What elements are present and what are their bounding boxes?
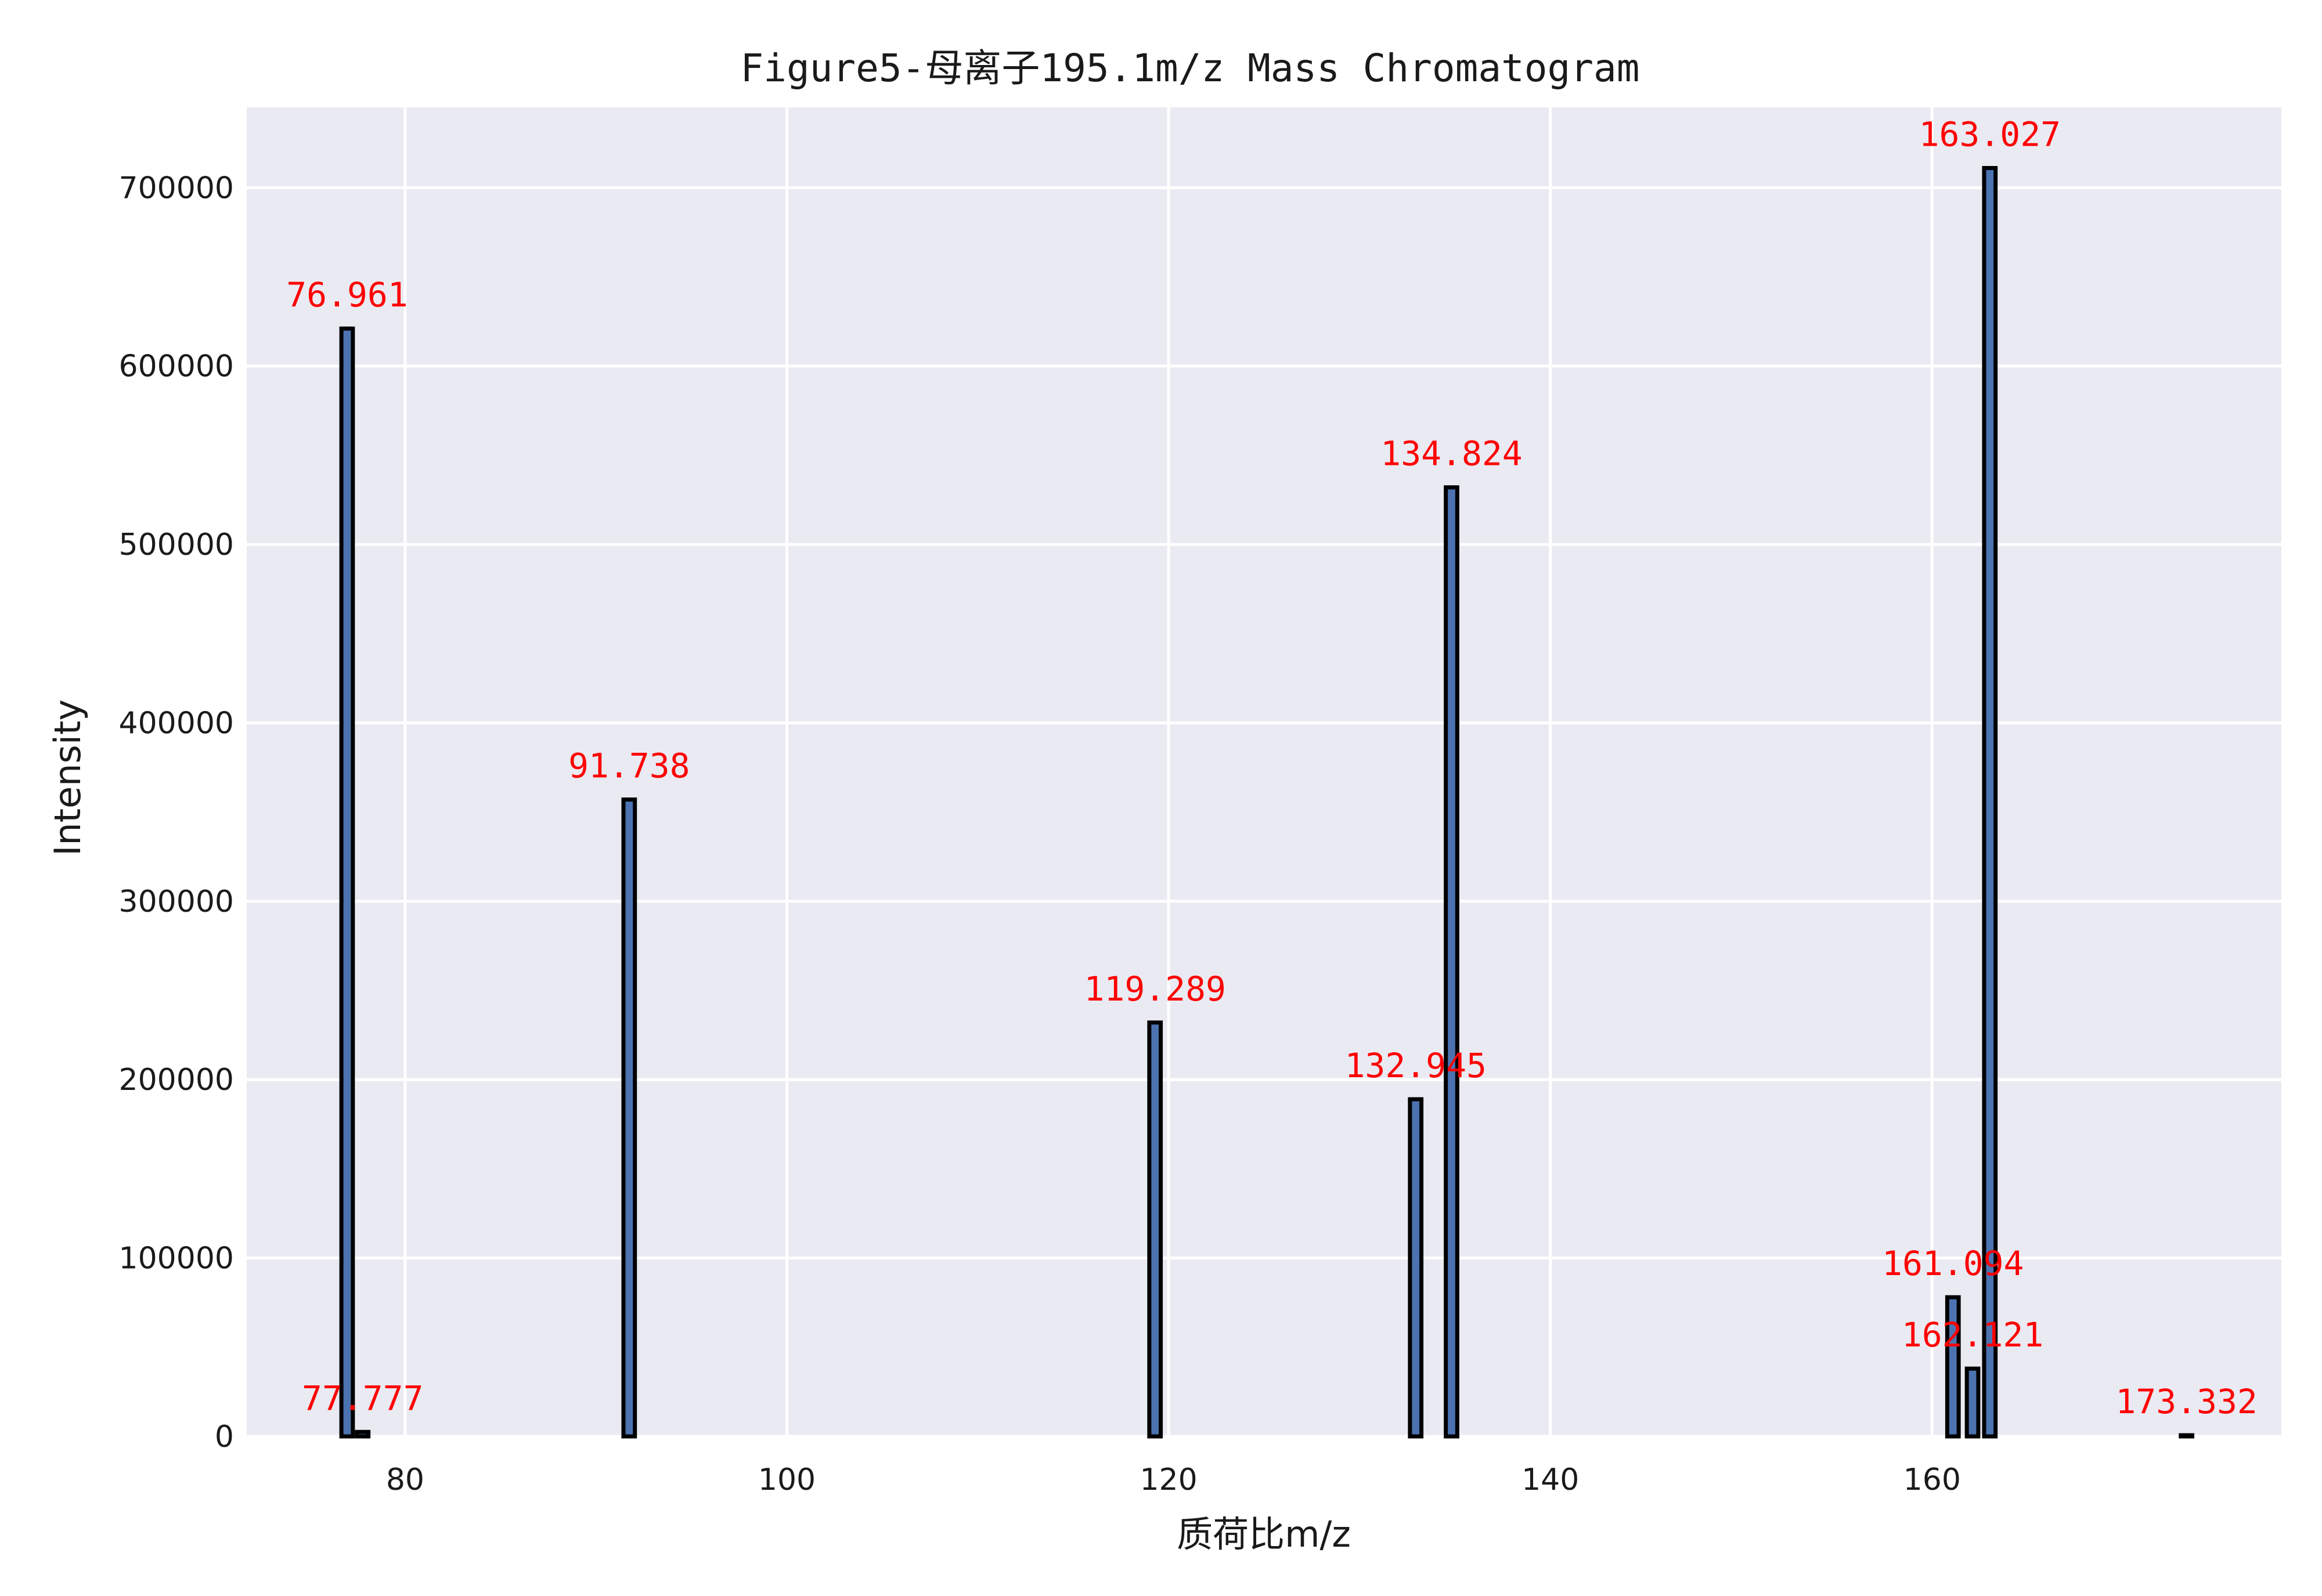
peak-label: 173.332 bbox=[2115, 1382, 2257, 1421]
y-tick-label: 300000 bbox=[118, 884, 234, 919]
y-tick-label: 500000 bbox=[118, 528, 234, 562]
y-tick-label: 600000 bbox=[118, 349, 234, 384]
peak-bar bbox=[1147, 1020, 1163, 1439]
chart-title: Figure5-母离子195.1m/z Mass Chromatogram bbox=[740, 46, 1639, 91]
peak-bar bbox=[621, 797, 637, 1439]
x-axis-label: 质荷比m/z bbox=[1177, 1513, 1351, 1555]
y-tick-label: 200000 bbox=[118, 1063, 234, 1097]
peak-label: 91.738 bbox=[568, 746, 690, 786]
peak-bar bbox=[1982, 166, 1998, 1439]
x-tick-labels: 80 100 120 140 160 bbox=[386, 1463, 1961, 1497]
peak-labels: 76.961 77.777 91.738 119.289 132.945 134.824 1… bbox=[286, 115, 2258, 1422]
peak-bar bbox=[1444, 485, 1459, 1439]
bars bbox=[339, 166, 2195, 1439]
x-tick-label: 160 bbox=[1903, 1463, 1961, 1497]
x-tick-label: 80 bbox=[386, 1463, 424, 1497]
y-tick-labels: 0 100000 200000 300000 400000 500000 600000 700… bbox=[118, 171, 234, 1454]
x-tick-label: 100 bbox=[758, 1463, 816, 1497]
y-tick-label: 400000 bbox=[118, 706, 234, 741]
y-axis-label: Intensity bbox=[46, 699, 89, 856]
plot-area bbox=[247, 107, 2281, 1436]
peak-label: 163.027 bbox=[1919, 115, 2061, 154]
peak-bar bbox=[1964, 1366, 1981, 1439]
peak-bar bbox=[339, 326, 355, 1439]
peak-label: 77.777 bbox=[302, 1378, 424, 1418]
peak-bar bbox=[355, 1429, 371, 1439]
y-tick-label: 100000 bbox=[118, 1241, 234, 1276]
grid-lines bbox=[247, 107, 2281, 1438]
x-tick-label: 120 bbox=[1140, 1463, 1197, 1497]
peak-label: 161.094 bbox=[1882, 1244, 2024, 1283]
peak-label: 76.961 bbox=[286, 275, 408, 315]
peak-bar bbox=[2179, 1433, 2195, 1439]
x-tick-label: 140 bbox=[1521, 1463, 1579, 1497]
y-tick-label: 0 bbox=[215, 1420, 234, 1454]
peak-label: 119.289 bbox=[1084, 969, 1226, 1009]
peak-bar bbox=[1408, 1097, 1424, 1439]
peak-label: 134.824 bbox=[1380, 434, 1522, 474]
y-tick-label: 700000 bbox=[118, 171, 234, 205]
peak-label: 162.121 bbox=[1902, 1315, 2043, 1355]
peak-label: 132.945 bbox=[1345, 1046, 1487, 1085]
peak-bar bbox=[1945, 1295, 1961, 1439]
